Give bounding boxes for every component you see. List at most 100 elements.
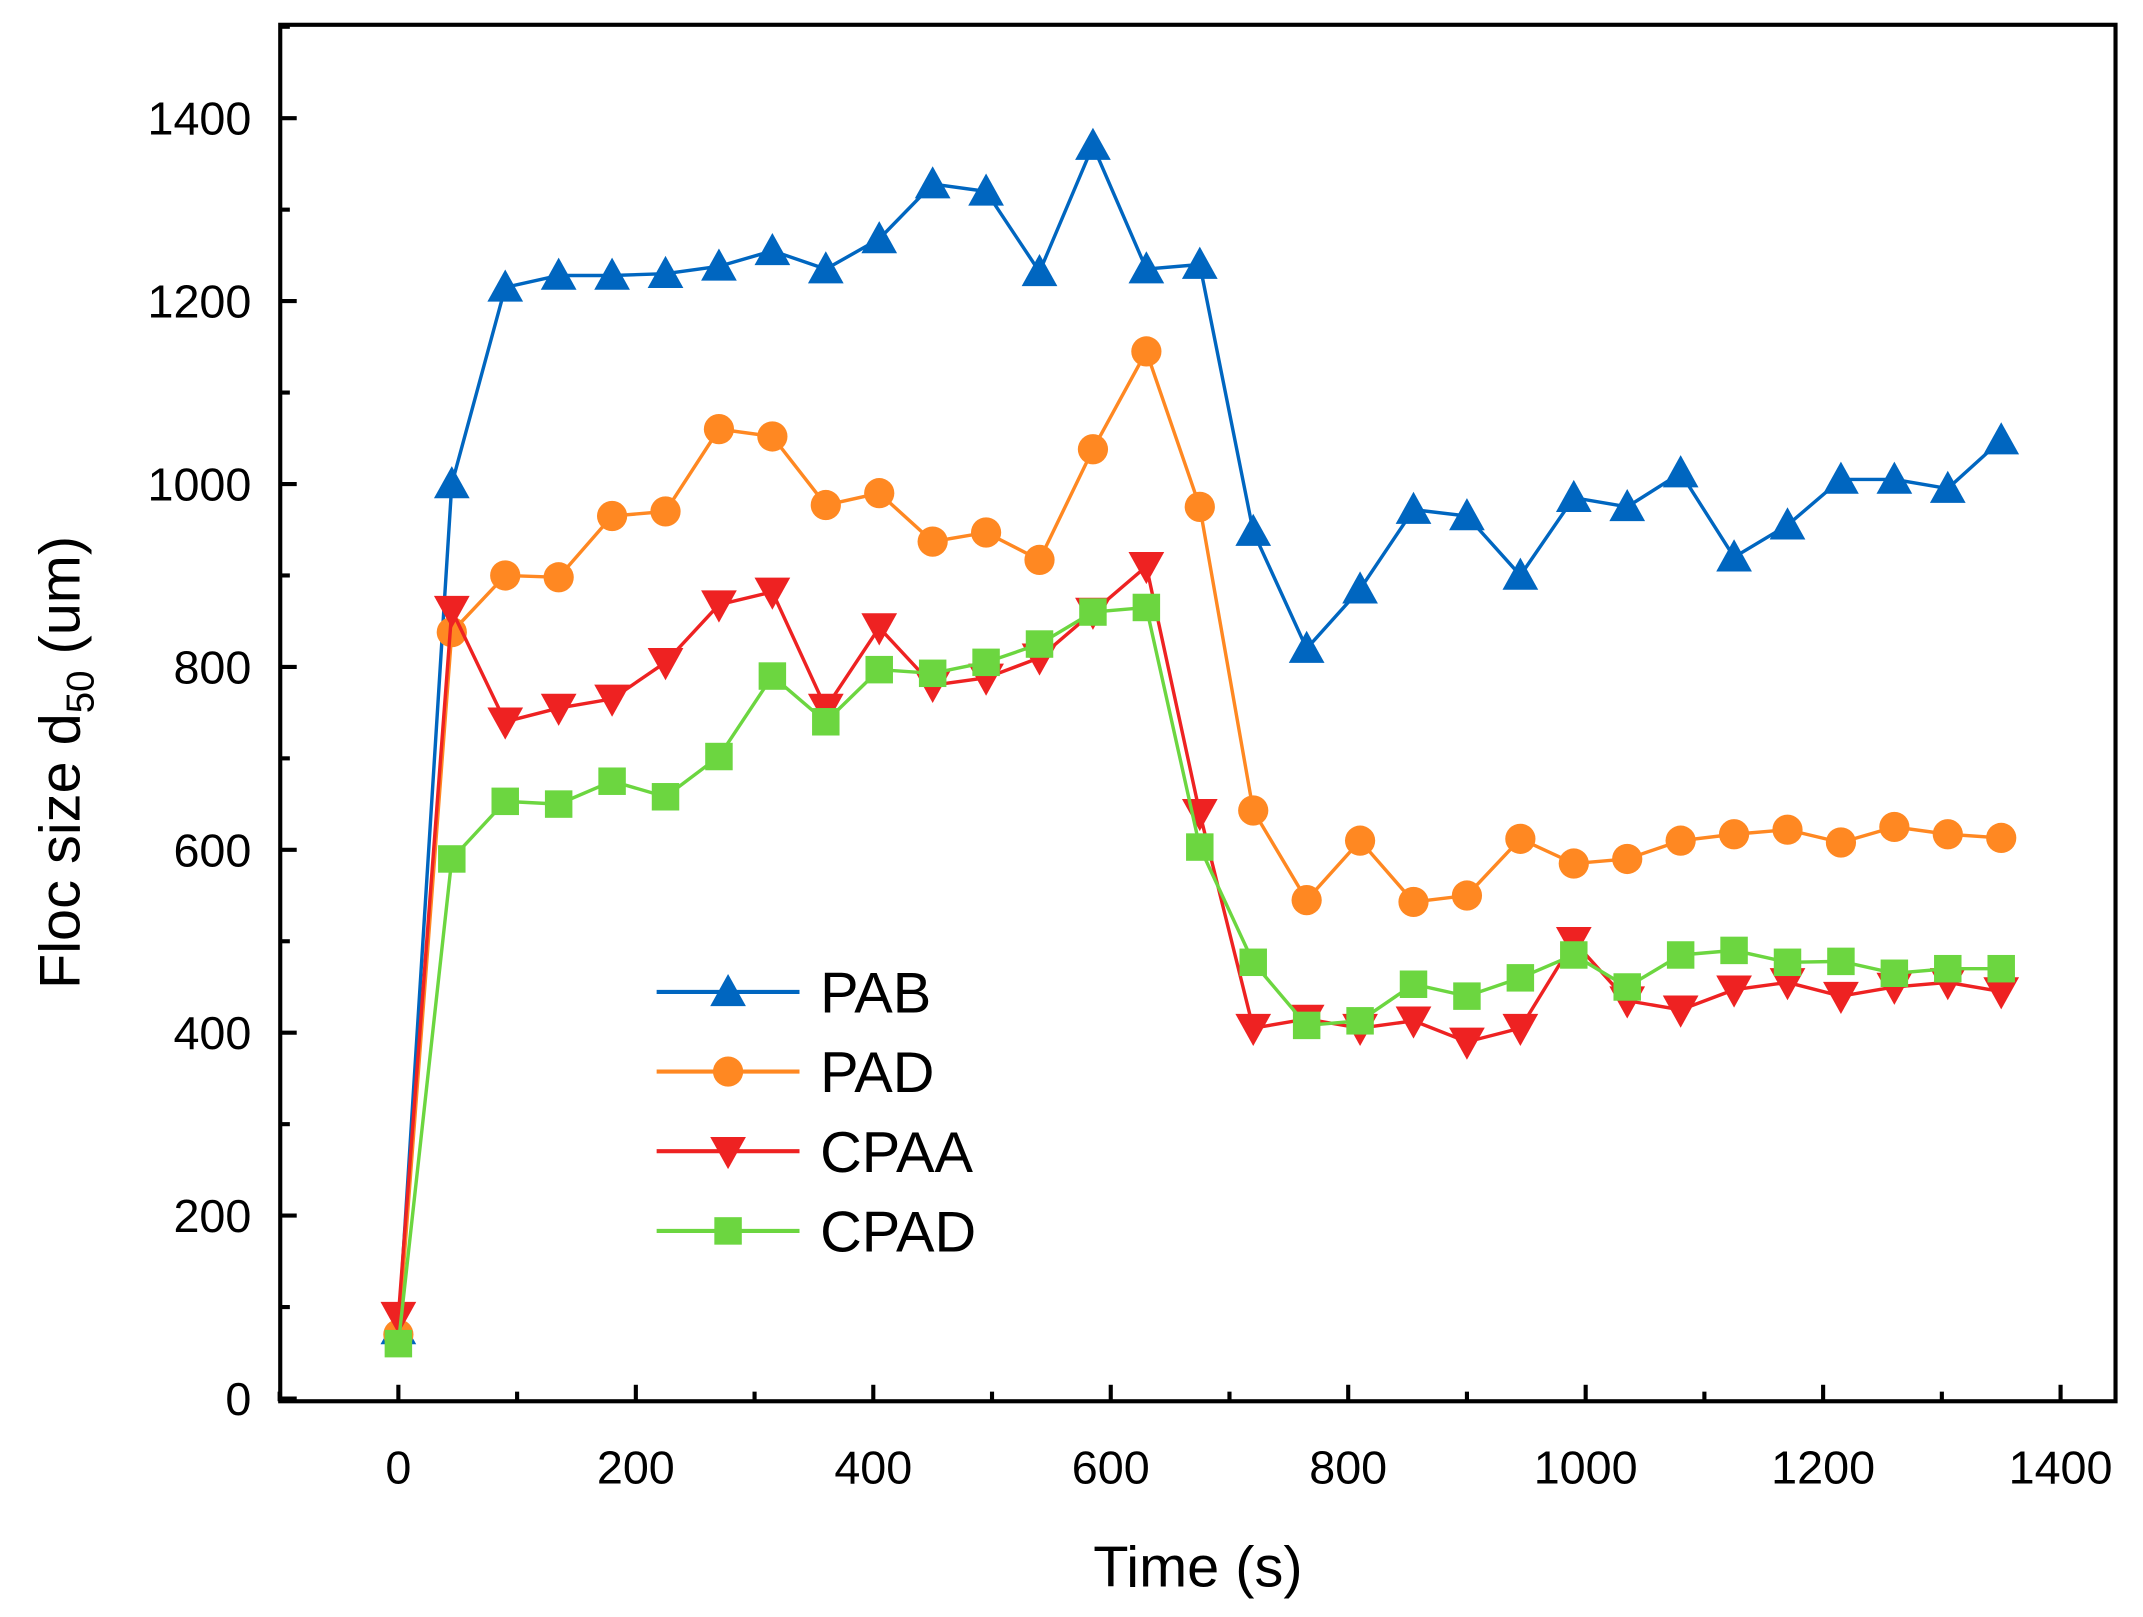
data-point-triangle-down [754, 577, 791, 610]
data-point-triangle-down [433, 595, 470, 629]
data-point-square [1934, 954, 1962, 983]
data-point-triangle-up [1769, 507, 1806, 540]
data-point-circle [1238, 795, 1269, 826]
data-point-triangle-down [380, 1301, 417, 1335]
data-point-circle [970, 517, 1002, 548]
data-point-triangle-down [1769, 968, 1806, 1001]
y-tick-label: 0 [225, 1373, 251, 1425]
x-tick-label: 1400 [2009, 1442, 2113, 1494]
data-point-square [1079, 598, 1107, 626]
data-point-circle [1291, 884, 1322, 916]
series-cpad [384, 593, 2015, 1358]
data-point-circle [490, 560, 521, 591]
data-point-triangle-up [1983, 422, 2020, 455]
data-point-triangle-up [968, 173, 1004, 206]
data-point-square [1132, 593, 1161, 622]
data-point-square [972, 648, 1000, 677]
data-point-circle [1612, 843, 1643, 875]
data-point-triangle-up [594, 257, 630, 290]
data-point-square [1880, 959, 1909, 988]
data-point-triangle-up [807, 251, 844, 284]
data-point-triangle-down [710, 1136, 746, 1170]
x-tick-label: 400 [834, 1442, 912, 1494]
data-point-circle [917, 526, 948, 557]
data-point-square [1186, 833, 1214, 861]
data-point-circle [1665, 825, 1696, 856]
data-point-triangle-up [701, 248, 737, 281]
data-point-circle [1344, 825, 1376, 856]
legend: PAB PAD CPAA CPAD [656, 961, 976, 1265]
data-point-circle [1558, 848, 1589, 879]
data-point-triangle-up [433, 466, 470, 499]
data-point-triangle-up [1395, 491, 1432, 524]
data-point-triangle-up [914, 166, 951, 199]
data-point-square [714, 1217, 742, 1245]
data-point-triangle-down [1395, 1006, 1432, 1039]
legend-label: PAB [820, 961, 931, 1025]
x-axis-label: Time (s) [1093, 1536, 1302, 1600]
data-point-triangle-down [1716, 975, 1752, 1008]
data-point-square [438, 845, 466, 873]
data-point-triangle-up [1181, 246, 1218, 279]
legend-item: PAB [656, 961, 931, 1025]
series-cpaa [380, 552, 2020, 1335]
data-point-triangle-up [1502, 557, 1539, 590]
legend-label: CPAA [820, 1121, 973, 1185]
data-point-triangle-up [754, 232, 791, 266]
data-point-square [1560, 941, 1588, 969]
data-point-triangle-up [1609, 489, 1646, 522]
y-tick-label: 600 [173, 824, 251, 876]
data-point-square [865, 655, 893, 684]
data-point-circle [1077, 434, 1109, 465]
data-point-square [491, 787, 519, 816]
x-tick-label: 1200 [1771, 1442, 1875, 1494]
data-point-triangle-down [487, 707, 524, 740]
data-point-circle [1772, 814, 1803, 845]
plot-frame [278, 22, 2118, 1404]
series-pab [380, 127, 2020, 1345]
data-point-square [758, 662, 787, 690]
data-point-circle [543, 562, 574, 593]
data-point-square [1720, 936, 1748, 965]
y-tick-label: 1400 [148, 93, 252, 145]
legend-item: CPAA [656, 1121, 973, 1185]
data-point-square [705, 742, 733, 771]
data-point-circle [1718, 819, 1750, 850]
data-point-triangle-up [1288, 630, 1325, 663]
y-tick-label: 800 [173, 641, 251, 693]
series-line [396, 605, 2002, 1344]
data-point-triangle-up [1876, 461, 1913, 494]
data-point-triangle-up [647, 255, 684, 288]
data-point-triangle-up [1555, 479, 1592, 513]
data-point-square [1453, 982, 1481, 1010]
x-tick-label: 200 [597, 1442, 675, 1494]
data-point-circle [810, 489, 841, 521]
y-tick-label: 200 [173, 1190, 251, 1242]
data-point-triangle-up [1823, 461, 1859, 494]
data-point-triangle-down [701, 590, 737, 623]
data-point-circle [1184, 491, 1215, 522]
data-point-circle [1986, 822, 2017, 854]
data-point-square [812, 708, 840, 736]
data-point-triangle-up [1128, 251, 1165, 284]
data-point-triangle-down [1983, 977, 2020, 1010]
data-point-circle [596, 500, 628, 532]
data-point-triangle-down [1662, 995, 1699, 1028]
data-point-triangle-down [861, 613, 898, 646]
data-point-square [1399, 970, 1428, 998]
data-point-square [384, 1329, 413, 1358]
data-point-triangle-up [1235, 513, 1272, 546]
data-point-triangle-down [594, 684, 630, 717]
legend-item: PAD [656, 1041, 934, 1105]
data-point-square [1773, 948, 1802, 977]
legend-label: PAD [820, 1041, 934, 1105]
data-point-square [1666, 941, 1695, 969]
data-point-square [1292, 1011, 1321, 1040]
data-point-square [651, 783, 680, 811]
data-point-triangle-down [647, 648, 684, 681]
data-point-triangle-up [1716, 539, 1752, 572]
data-point-circle [1131, 336, 1162, 367]
data-point-square [1613, 973, 1641, 1001]
y-tick-label: 1000 [148, 458, 252, 510]
